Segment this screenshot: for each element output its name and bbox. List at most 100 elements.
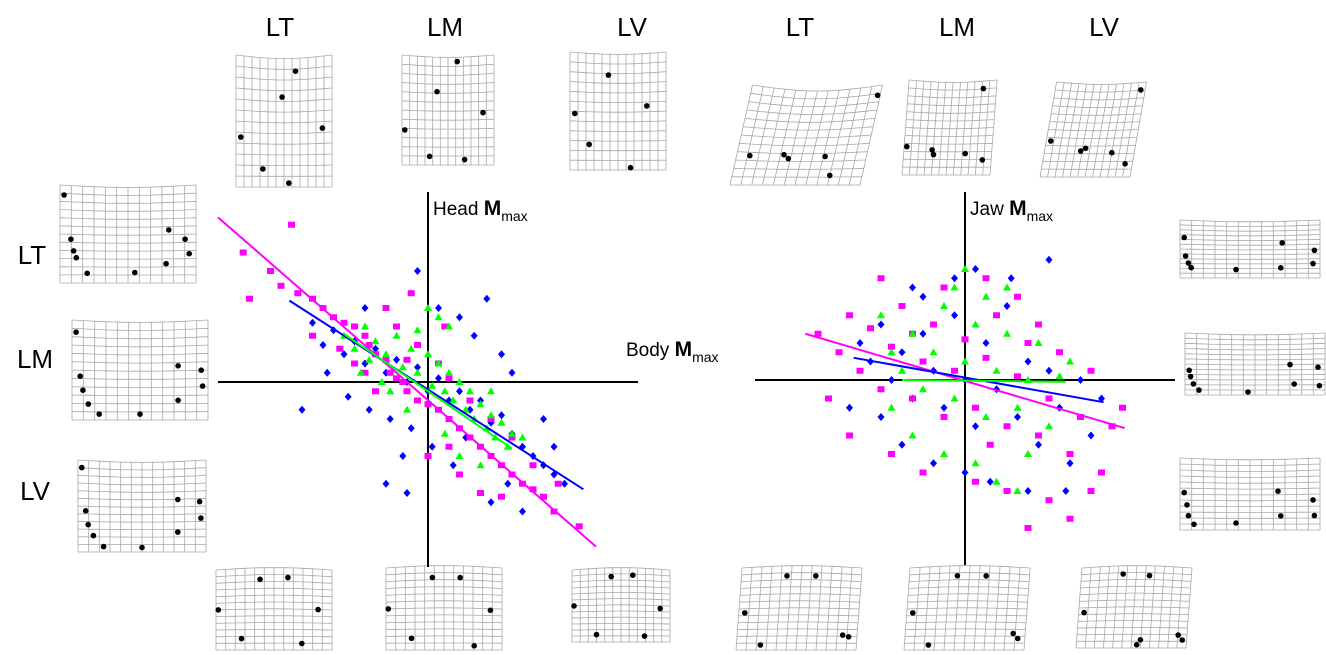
regression-line-left-lm [288,299,584,491]
grid-bottom-right-lv-landmark-1 [1146,572,1153,579]
point-left-lt-12 [382,356,390,363]
grid-row-left-lm-landmark-2 [80,387,86,394]
grid-top-left-lt-landmark-4 [260,166,266,172]
grid-bottom-left-lt [215,567,333,651]
grid-bottom-right-lt-landmark-1 [813,573,819,579]
point-right-lv-2 [898,366,906,374]
grid-row-left-lm-landmark-9 [199,383,206,389]
point-right-lm-29 [972,265,979,273]
point-left-lv-6 [392,331,401,339]
point-left-lv-32 [413,326,422,334]
point-right-lv-7 [950,394,959,402]
point-right-lv-3 [908,329,917,337]
grid-bottom-left-lt-landmark-4 [238,635,245,642]
grid-top-right-lm-landmark-4 [962,150,968,157]
grid-bottom-right-lm [903,565,1031,651]
point-right-lt-5 [877,386,885,393]
grid-top-left-lv [569,51,667,171]
grid-top-left-lt-mesh [235,54,333,188]
col-label-right-lt: LT [786,12,815,42]
point-right-lv-27 [1024,450,1032,457]
point-right-lt-12 [951,367,958,374]
point-left-lt-37 [445,375,453,382]
point-left-lt-34 [393,323,400,330]
grid-row-left-lv-landmark-0 [79,464,85,471]
grid-top-right-lv-landmark-0 [1138,87,1144,93]
grid-row-right-lt-landmark-0 [1181,234,1187,241]
grid-top-left-lv-landmark-1 [644,103,650,109]
point-left-lt-28 [529,486,537,493]
point-left-lv-38 [440,429,449,437]
point-right-lm-37 [909,283,916,292]
point-right-lv-28 [961,265,969,272]
scatter-points-left [239,221,583,530]
grid-bottom-right-lt [735,565,863,651]
grid-bottom-right-lm-landmark-5 [925,642,932,648]
grid-row-right-lm-landmark-1 [1187,373,1194,380]
grid-bottom-right-lv-landmark-2 [1081,609,1087,616]
point-right-lm-15 [1014,413,1021,421]
point-right-lv-29 [1003,283,1011,291]
point-right-lt-17 [1003,423,1011,430]
point-right-lt-41 [825,395,832,402]
point-right-lm-32 [919,292,927,301]
grid-bottom-left-lm [385,565,503,651]
point-left-lm-18 [498,411,505,420]
point-left-lt-38 [372,388,379,395]
point-left-lt-32 [288,221,295,228]
point-left-lm-34 [487,498,495,507]
grid-top-right-lv-landmark-4 [1109,149,1115,156]
point-left-lt-0 [239,249,247,256]
point-left-lv-28 [386,387,395,395]
grid-top-left-lt-landmark-5 [286,180,292,186]
point-left-lv-30 [445,322,453,330]
point-left-lt-3 [294,290,302,297]
point-right-lv-20 [940,450,948,457]
grid-row-left-lv-landmark-1 [82,508,89,514]
point-left-lm-43 [483,294,491,303]
grid-row-left-lm-landmark-3 [85,401,92,407]
grid-row-left-lt-landmark-7 [166,227,172,233]
point-right-lm-18 [1045,366,1053,375]
grid-row-left-lt-landmark-5 [132,269,138,276]
point-right-lt-11 [940,414,948,420]
point-right-lt-14 [972,404,979,411]
point-left-lm-14 [456,387,463,396]
point-left-lv-39 [518,433,527,441]
point-left-lt-9 [361,332,369,339]
point-right-lv-26 [887,403,896,411]
grid-top-right-lv-landmark-3 [1082,145,1089,152]
point-left-lt-14 [393,375,400,382]
point-right-lt-45 [986,441,994,448]
point-right-lv-21 [971,459,980,467]
point-right-lm-28 [951,274,958,283]
grid-bottom-right-lt-landmark-3 [839,632,846,638]
point-right-lm-34 [1098,394,1105,403]
grid-row-left-lt-landmark-4 [84,270,90,277]
point-right-lt-31 [972,478,979,485]
grid-row-left-lv-landmark-9 [198,515,204,521]
grid-row-right-lv-mesh [1179,457,1321,531]
point-left-lm-6 [372,344,379,353]
grid-row-left-lv-mesh [77,459,207,553]
point-right-lm-16 [1024,357,1032,366]
grid-bottom-left-lm-landmark-4 [408,635,415,642]
point-right-lt-13 [961,336,969,343]
grid-top-right-lt-landmark-1 [747,152,753,159]
point-left-lv-34 [476,461,485,469]
grid-row-right-lt-landmark-1 [1182,253,1189,259]
point-left-lm-10 [414,363,421,372]
point-left-lv-18 [466,387,474,395]
point-right-lt-37 [982,275,990,282]
grid-row-left-lv-landmark-4 [100,543,107,550]
point-right-lt-21 [1045,395,1053,402]
regression-lines-right [805,332,1125,430]
grid-top-left-lv-landmark-2 [572,110,578,117]
x-axis-label-body: Body Mmax [626,338,719,365]
grid-row-left-lt-landmark-0 [61,192,67,198]
point-right-lv-6 [940,302,948,309]
point-right-lm-3 [888,376,895,384]
point-left-lm-32 [382,479,390,488]
point-right-lm-22 [1087,431,1095,440]
col-label-left-lv: LV [617,12,648,42]
